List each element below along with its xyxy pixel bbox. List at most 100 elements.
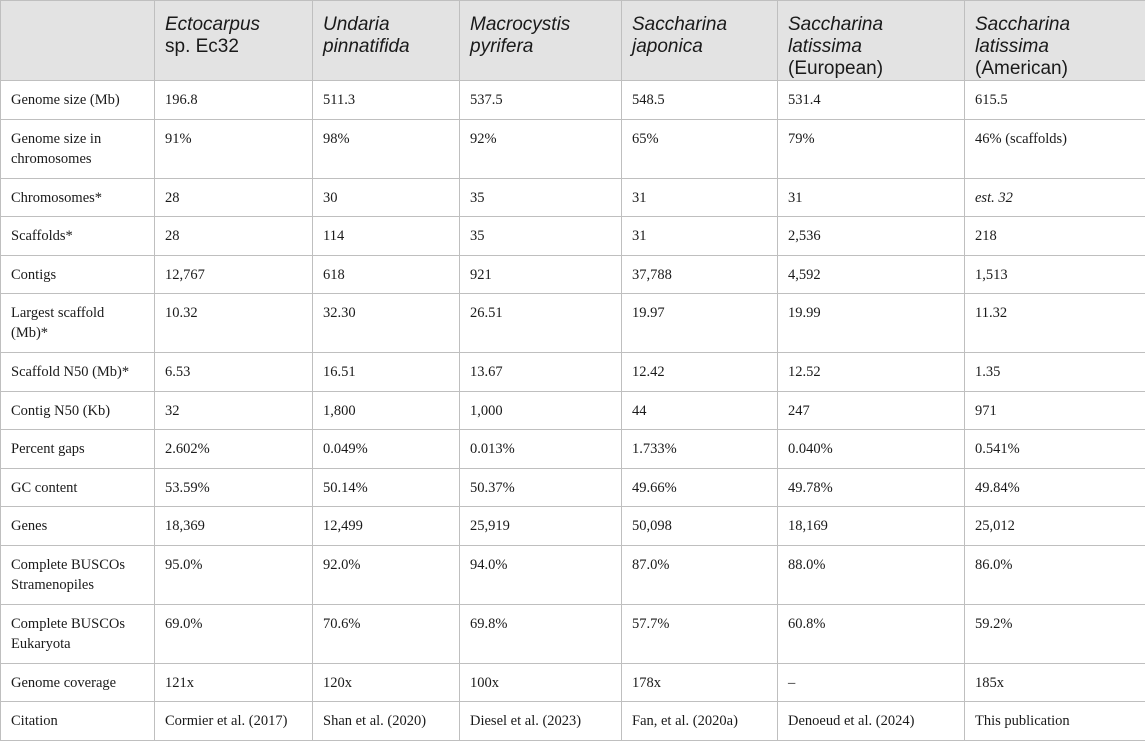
table-cell: 94.0% [459,544,622,605]
table-cell: 531.4 [777,80,965,120]
table-cell: 95.0% [154,544,313,605]
table-cell: 247 [777,390,965,430]
table-cell: 548.5 [621,80,778,120]
table-row-citation: Citation Cormier et al. (2017) Shan et a… [0,701,1145,741]
header-cell-empty [0,0,155,81]
table-cell: 1.35 [964,352,1145,392]
table-cell: 50,098 [621,506,778,546]
table-row-scaffolds: Scaffolds* 28 114 35 31 2,536 218 [0,216,1145,256]
table-cell: 0.049% [312,429,460,469]
table-cell: 44 [621,390,778,430]
table-cell: 46% (scaffolds) [964,118,1145,179]
table-row-genome-size-in-chromosomes: Genome size in chromosomes 91% 98% 92% 6… [0,118,1145,179]
table-cell: 70.6% [312,603,460,664]
table-cell: 92% [459,118,622,179]
table-cell: 31 [777,177,965,217]
table-row-contigs: Contigs 12,767 618 921 37,788 4,592 1,51… [0,254,1145,294]
table-cell: 25,012 [964,506,1145,546]
table-row-percent-gaps: Percent gaps 2.602% 0.049% 0.013% 1.733%… [0,429,1145,469]
table-cell: 49.66% [621,467,778,507]
table-row-gc-content: GC content 53.59% 50.14% 50.37% 49.66% 4… [0,467,1145,507]
table-cell: 1.733% [621,429,778,469]
table-cell: 28 [154,177,313,217]
table-cell: 37,788 [621,254,778,294]
table-cell: 12,499 [312,506,460,546]
table-cell: 32.30 [312,293,460,353]
table-cell: 11.32 [964,293,1145,353]
table-cell: 0.541% [964,429,1145,469]
table-cell: 79% [777,118,965,179]
header-cell-saccharina-latissima-european: Saccharina latissima (European) [777,0,965,81]
table-cell: 0.040% [777,429,965,469]
table-cell: 18,169 [777,506,965,546]
table-cell: 91% [154,118,313,179]
table-cell: 35 [459,177,622,217]
table-row-busco-eukaryota: Complete BUSCOs Eukaryota 69.0% 70.6% 69… [0,603,1145,664]
table-row-largest-scaffold: Largest scaffold (Mb)* 10.32 32.30 26.51… [0,293,1145,353]
row-label: Genome size in chromosomes [0,118,155,179]
table-cell: 49.78% [777,467,965,507]
table-cell: 218 [964,216,1145,256]
table-cell: 1,513 [964,254,1145,294]
table-cell: 18,369 [154,506,313,546]
table-cell: – [777,662,965,702]
table-cell: 65% [621,118,778,179]
row-label: Complete BUSCOs Stramenopiles [0,544,155,605]
table-cell: Denoeud et al. (2024) [777,701,965,741]
table-cell: 4,592 [777,254,965,294]
table-cell: 185x [964,662,1145,702]
header-cell-ectocarpus: Ectocarpus sp. Ec32 [154,0,313,81]
table-row-genome-coverage: Genome coverage 121x 120x 100x 178x – 18… [0,662,1145,702]
table-cell: 87.0% [621,544,778,605]
row-label: Genes [0,506,155,546]
table-header-row: Ectocarpus sp. Ec32 Undaria pinnatifida M… [0,0,1145,81]
table-cell: 30 [312,177,460,217]
row-label: Contigs [0,254,155,294]
table-cell: 59.2% [964,603,1145,664]
table-row-genome-size: Genome size (Mb) 196.8 511.3 537.5 548.5… [0,80,1145,120]
row-label: Contig N50 (Kb) [0,390,155,430]
table-row-chromosomes: Chromosomes* 28 30 35 31 31 est. 32 [0,177,1145,217]
table-cell: 28 [154,216,313,256]
table-cell: 16.51 [312,352,460,392]
table-cell: 100x [459,662,622,702]
table-cell: 92.0% [312,544,460,605]
table-cell: 13.67 [459,352,622,392]
table-cell: 618 [312,254,460,294]
table-cell: 69.8% [459,603,622,664]
table-cell: 121x [154,662,313,702]
table-cell: 60.8% [777,603,965,664]
row-label: Citation [0,701,155,741]
table-cell: 6.53 [154,352,313,392]
table-cell: 98% [312,118,460,179]
table-cell: 2,536 [777,216,965,256]
row-label: Percent gaps [0,429,155,469]
table-row-genes: Genes 18,369 12,499 25,919 50,098 18,169… [0,506,1145,546]
table-cell: 19.97 [621,293,778,353]
table-row-busco-stramenopiles: Complete BUSCOs Stramenopiles 95.0% 92.0… [0,544,1145,605]
header-cell-saccharina-japonica: Saccharina japonica [621,0,778,81]
row-label: Chromosomes* [0,177,155,217]
table-cell: 69.0% [154,603,313,664]
table-cell: 114 [312,216,460,256]
table-cell: 26.51 [459,293,622,353]
row-label: Scaffold N50 (Mb)* [0,352,155,392]
table-cell: 35 [459,216,622,256]
table-cell: 25,919 [459,506,622,546]
row-label: Genome coverage [0,662,155,702]
table-cell: Fan, et al. (2020a) [621,701,778,741]
table-cell: This publication [964,701,1145,741]
table-cell: est. 32 [964,177,1145,217]
table-cell: 32 [154,390,313,430]
table-cell: 31 [621,216,778,256]
row-label: Scaffolds* [0,216,155,256]
table-cell: Diesel et al. (2023) [459,701,622,741]
table-cell: 31 [621,177,778,217]
table-cell: 12.42 [621,352,778,392]
table-cell: 178x [621,662,778,702]
table-cell: 10.32 [154,293,313,353]
row-label: Largest scaffold (Mb)* [0,293,155,353]
table-cell: 615.5 [964,80,1145,120]
table-cell: 1,800 [312,390,460,430]
table-cell: 57.7% [621,603,778,664]
